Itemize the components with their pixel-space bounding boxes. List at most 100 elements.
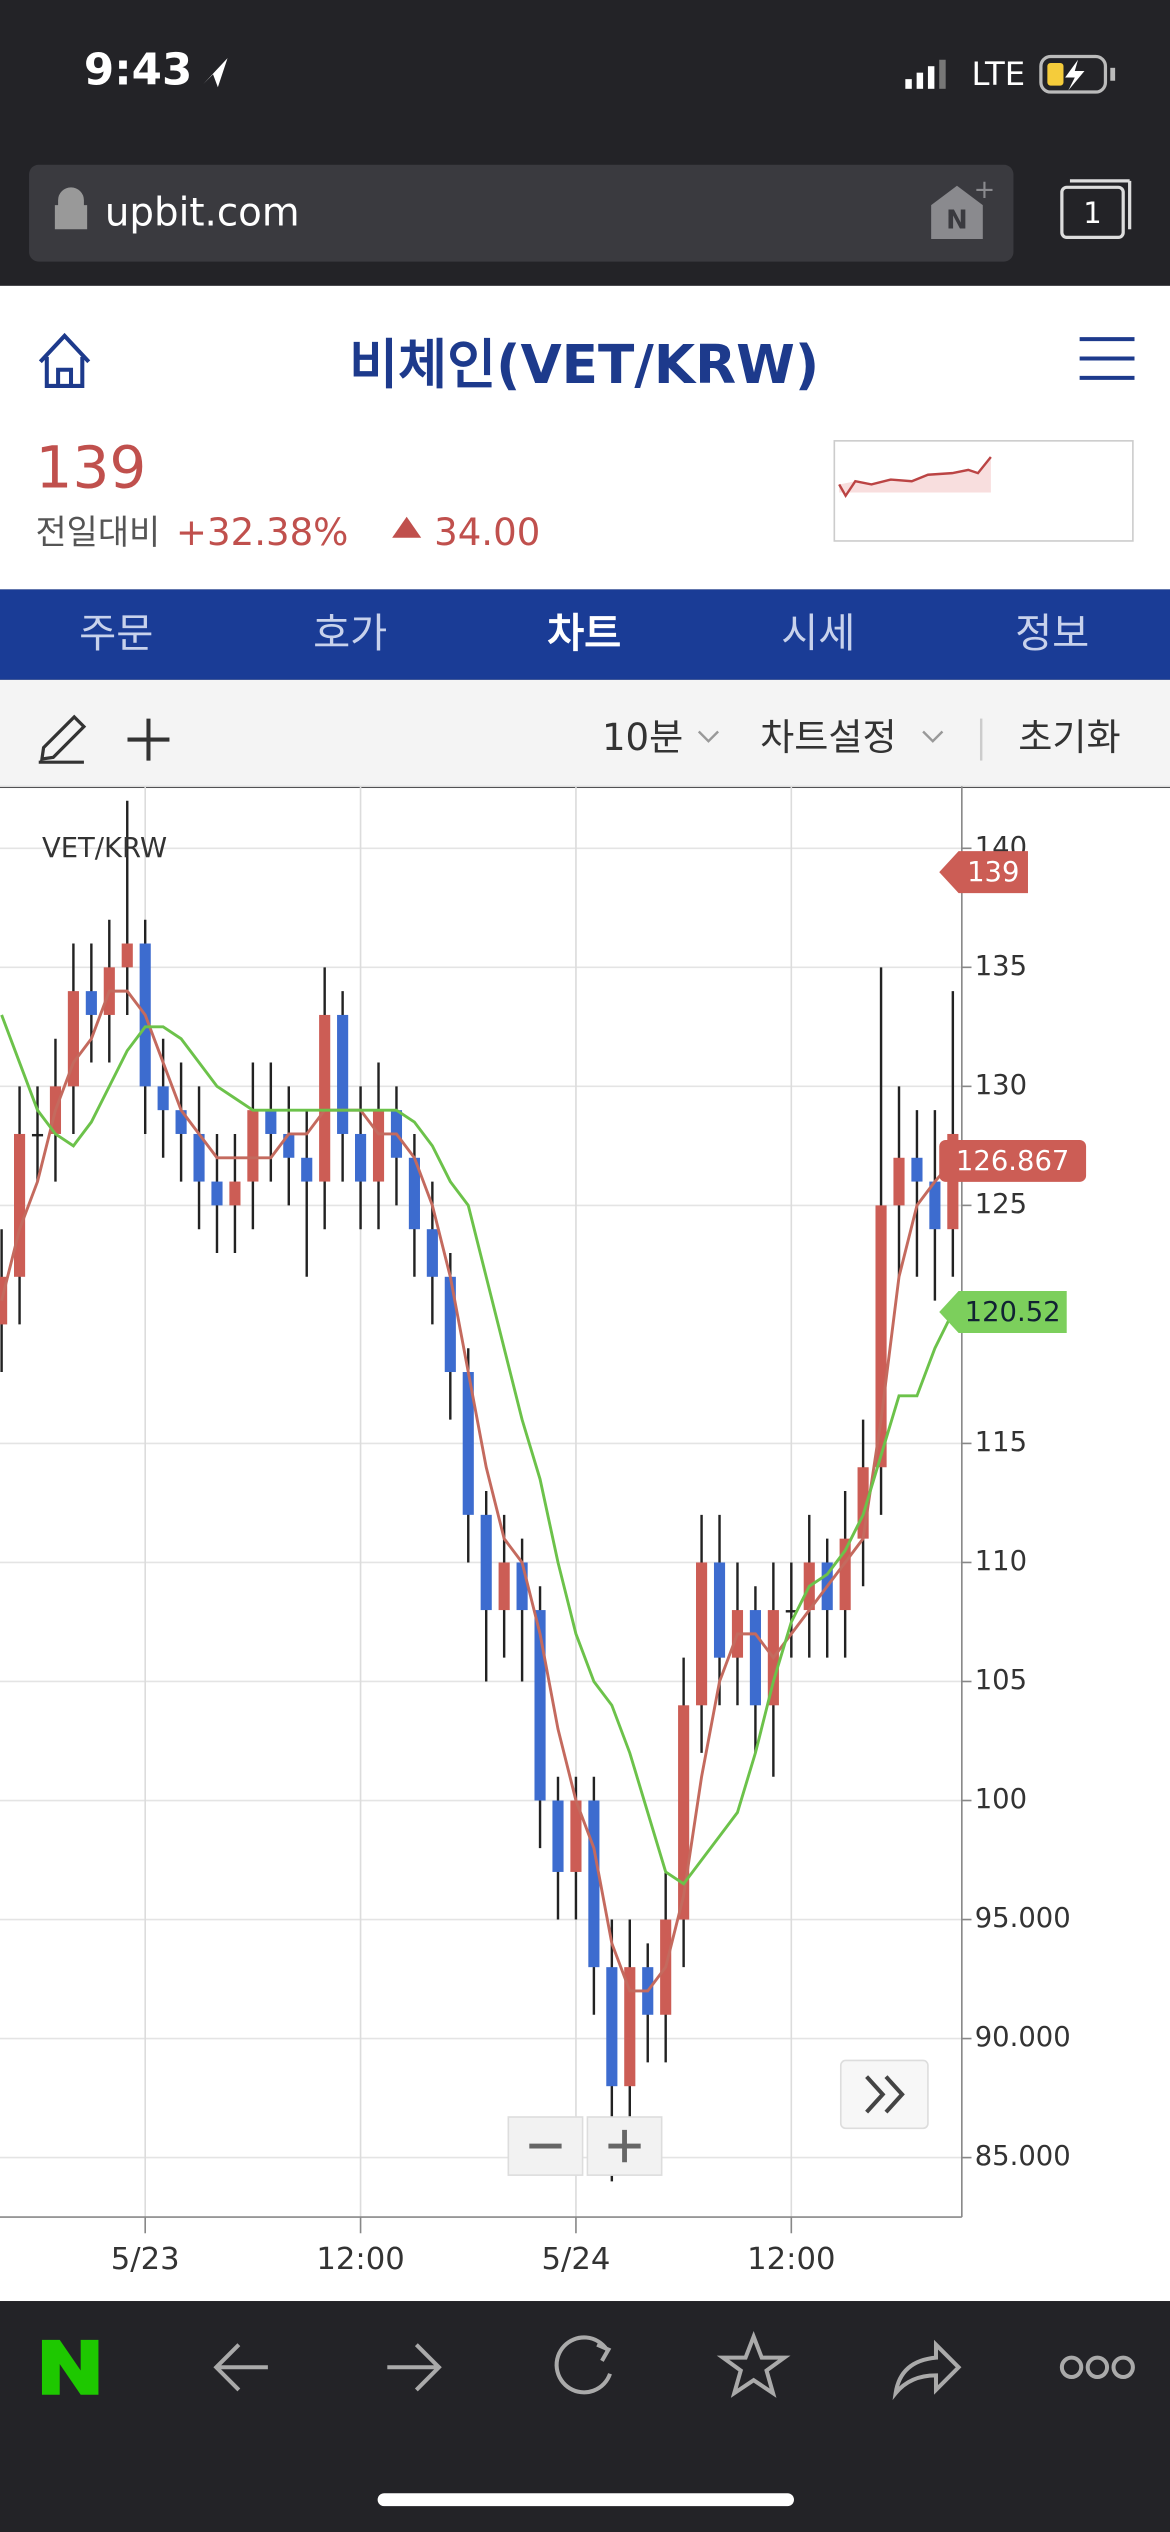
x-tick-label: 5/24	[542, 2242, 611, 2277]
candle-body	[301, 1157, 313, 1182]
candle-body	[157, 1086, 169, 1111]
candle-body	[337, 1014, 349, 1134]
chevron	[922, 730, 944, 743]
chart-settings[interactable]: 차트설정	[760, 716, 897, 759]
y-tick-label: 130	[975, 1070, 1027, 1101]
candle-body	[480, 1514, 492, 1611]
network-label: LTE	[972, 55, 1026, 93]
zoom-in-button[interactable]	[586, 2116, 663, 2176]
y-tick-label: 90.000	[975, 2022, 1071, 2053]
candle-body	[426, 1229, 438, 1277]
candle-body	[516, 1562, 528, 1611]
lock-icon	[54, 187, 88, 230]
candle-body	[875, 1205, 887, 1468]
location-icon	[203, 58, 228, 88]
chart-toolbar	[0, 679, 1170, 787]
plus-mark: +	[974, 175, 996, 205]
moving-average-line	[0, 989, 954, 1993]
up-triangle	[392, 516, 422, 538]
y-tick-label: 100	[975, 1784, 1027, 1815]
add-indicator-icon[interactable]	[127, 718, 170, 761]
scroll-end-button[interactable]	[839, 2059, 929, 2130]
candle-body	[534, 1610, 546, 1801]
candle-body	[265, 1110, 277, 1134]
candle-body	[31, 1133, 44, 1137]
candle-body	[606, 1967, 618, 2087]
sparkline	[838, 456, 992, 499]
url-bar[interactable]	[29, 164, 1014, 262]
reset-button[interactable]: 초기화	[1018, 716, 1120, 759]
candle-body	[355, 1133, 367, 1182]
candle-body	[713, 1562, 726, 1658]
page-title: 비체인(VET/KRW)	[349, 334, 819, 396]
change-label: 전일대비	[36, 513, 161, 552]
naver-logo[interactable]	[41, 2339, 99, 2395]
more-button[interactable]	[1059, 2355, 1135, 2379]
naver-home-button[interactable]: N+	[931, 175, 995, 239]
price-tag-label: 120.52	[965, 1297, 1061, 1328]
reload-button[interactable]	[554, 2335, 612, 2395]
candle-body	[588, 1800, 600, 1968]
price-tag	[939, 851, 1028, 894]
y-tick-label: 85.000	[975, 2141, 1071, 2172]
price-tag	[939, 1291, 1067, 1334]
tab[interactable]: 정보	[1015, 610, 1089, 657]
tab[interactable]: 주문	[79, 610, 153, 657]
candle-body	[121, 943, 133, 968]
candle-body	[0, 1276, 8, 1325]
home-icon[interactable]	[38, 332, 91, 388]
x-tick-label: 12:00	[316, 2242, 404, 2277]
candle-body	[283, 1133, 295, 1158]
current-price: 139	[36, 434, 147, 502]
candle-body	[893, 1157, 905, 1206]
price-tag-label: 139	[967, 857, 1019, 888]
y-tick-label: 105	[975, 1665, 1027, 1696]
naver-n: N	[946, 206, 968, 236]
candle-body	[929, 1181, 941, 1230]
candle-body	[839, 1538, 851, 1611]
interval-select[interactable]: 10분	[602, 716, 683, 759]
candle-body	[13, 1133, 26, 1277]
candle-body	[570, 1800, 582, 1872]
tabs-button[interactable]: 1	[1060, 179, 1132, 239]
tab[interactable]: 시세	[781, 610, 855, 657]
battery-icon	[1039, 54, 1116, 94]
tab-bar	[0, 589, 1170, 680]
candle-body	[678, 1705, 690, 1920]
candle-body	[247, 1110, 259, 1182]
candle-body	[175, 1110, 187, 1134]
change-rate: +32.38%	[176, 511, 349, 554]
candle-body	[85, 991, 97, 1015]
candle-body	[193, 1133, 205, 1182]
tab[interactable]: 호가	[313, 610, 387, 657]
candle-body	[785, 1610, 797, 1613]
home-indicator	[377, 2493, 794, 2507]
candle-body	[67, 991, 79, 1087]
chevron	[697, 730, 719, 743]
menu-icon[interactable]	[1079, 337, 1135, 380]
price-tag	[939, 1139, 1087, 1182]
candle-body	[462, 1372, 474, 1515]
forward-button[interactable]	[387, 2343, 442, 2392]
candle-body	[444, 1276, 456, 1373]
candle-body	[498, 1562, 510, 1611]
candle-body	[319, 1014, 331, 1182]
y-tick-label: 125	[975, 1189, 1027, 1220]
share-button[interactable]	[892, 2339, 962, 2401]
url-text[interactable]: upbit.com	[105, 190, 300, 235]
x-tick-label: 12:00	[747, 2242, 835, 2277]
moving-average-line	[0, 1014, 955, 1886]
candle-body	[229, 1181, 241, 1206]
tab[interactable]: 차트	[547, 610, 621, 657]
y-tick-label: 115	[975, 1427, 1027, 1458]
chart-area	[0, 788, 1170, 2302]
zoom-out-button[interactable]	[507, 2116, 584, 2176]
draw-tool-icon[interactable]	[38, 714, 87, 764]
candle-body	[911, 1157, 923, 1182]
candle-body	[372, 1110, 385, 1182]
back-button[interactable]	[213, 2343, 268, 2392]
signal-icon	[905, 59, 946, 89]
price-tag-label: 126.867	[956, 1146, 1069, 1177]
bookmark-button[interactable]	[716, 2330, 791, 2398]
